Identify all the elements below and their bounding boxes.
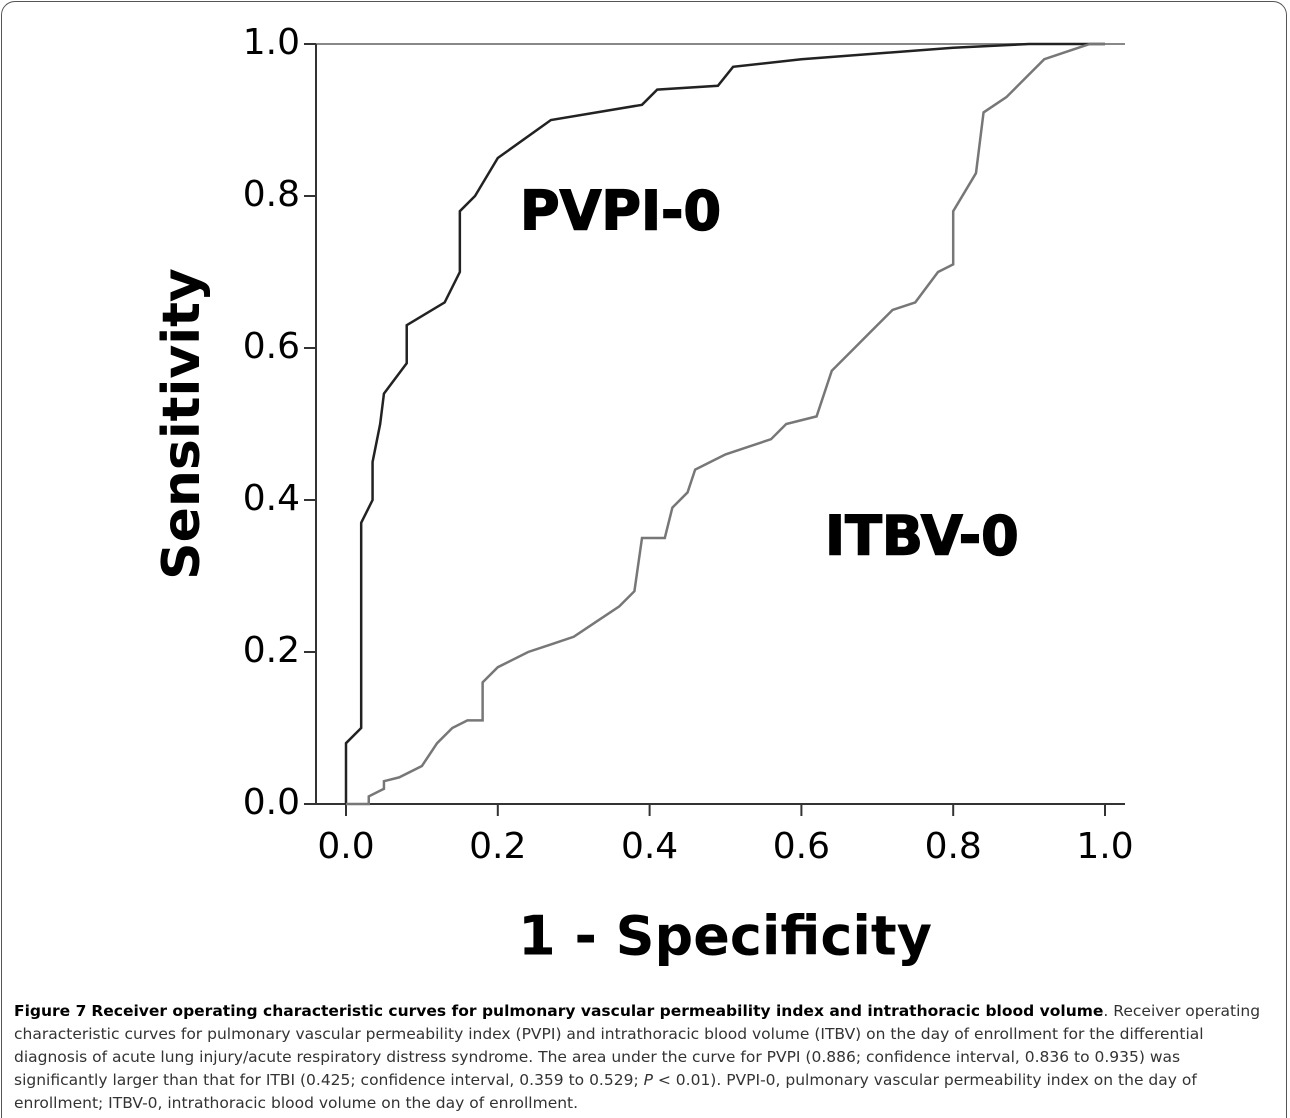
series-label: ITBV-0	[825, 505, 1019, 568]
x-tick-label: 0.6	[773, 826, 830, 867]
x-tick-label: 0.0	[317, 826, 374, 867]
y-tick-label: 1.0	[243, 22, 300, 63]
chart: Sensitivity 1 - Specificity 0.0 0.2 0.4 0.6…	[152, 22, 1134, 968]
x-tick-label: 0.2	[469, 826, 526, 867]
y-tick-label: 0.4	[243, 478, 300, 519]
y-tick-label: 0.6	[243, 326, 300, 367]
x-tick-label: 0.4	[621, 826, 678, 867]
y-tick-label: 0.8	[243, 174, 300, 215]
y-tick-label: 0.0	[243, 782, 300, 823]
x-tick-label: 1.0	[1076, 826, 1133, 867]
caption-title: Receiver operating characteristic curves…	[91, 1002, 1104, 1020]
caption-body: < 0.01). PVPI-0, pulmonary vascular perm…	[14, 1071, 1197, 1112]
caption-label: Figure 7	[14, 1002, 87, 1020]
caption-italic: P	[643, 1071, 653, 1089]
figure-caption: Figure 7 Receiver operating characterist…	[14, 1000, 1276, 1115]
y-axis-title: Sensitivity	[152, 268, 212, 580]
x-tick-label: 0.8	[925, 826, 982, 867]
caption-body: . Receiver operating characteristic curv…	[14, 1002, 1261, 1089]
roc-curve	[344, 42, 1105, 804]
roc-curve	[346, 42, 1105, 806]
series-label: PVPI-0	[520, 180, 721, 243]
x-axis-title: 1 - Specificity	[518, 905, 932, 968]
y-tick-label: 0.2	[243, 630, 300, 671]
